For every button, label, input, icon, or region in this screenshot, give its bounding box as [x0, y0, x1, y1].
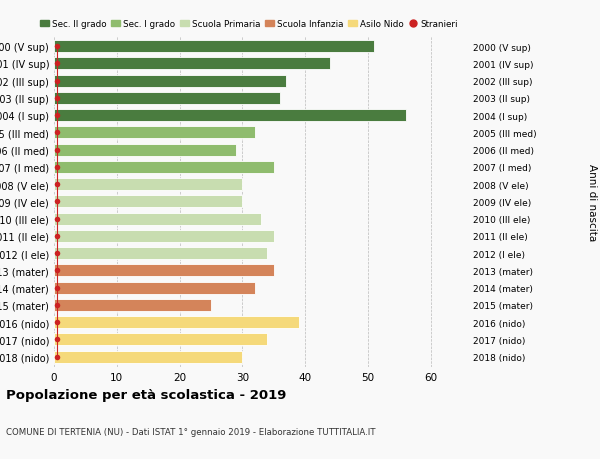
Point: [52, 353, 62, 361]
Bar: [54, 265, 274, 277]
Point: [52, 95, 62, 102]
Bar: [54, 213, 261, 225]
Text: COMUNE DI TERTENIA (NU) - Dati ISTAT 1° gennaio 2019 - Elaborazione TUTTITALIA.I: COMUNE DI TERTENIA (NU) - Dati ISTAT 1° …: [6, 427, 376, 436]
Point: [52, 112, 62, 120]
Bar: [54, 179, 242, 191]
Point: [52, 181, 62, 188]
Bar: [54, 230, 274, 242]
Point: [52, 302, 62, 309]
Point: [52, 336, 62, 343]
Bar: [54, 196, 242, 208]
Bar: [54, 282, 255, 294]
Bar: [54, 58, 330, 70]
Point: [52, 44, 62, 51]
Bar: [54, 334, 268, 346]
Bar: [54, 75, 286, 88]
Bar: [54, 162, 274, 174]
Point: [52, 164, 62, 171]
Point: [52, 129, 62, 137]
Bar: [54, 299, 211, 311]
Point: [52, 267, 62, 274]
Point: [52, 319, 62, 326]
Point: [52, 284, 62, 292]
Bar: [54, 144, 236, 157]
Point: [52, 233, 62, 240]
Bar: [54, 247, 268, 260]
Bar: [54, 110, 406, 122]
Bar: [54, 316, 299, 329]
Bar: [54, 41, 374, 53]
Bar: [54, 351, 242, 363]
Point: [52, 61, 62, 68]
Text: Anni di nascita: Anni di nascita: [587, 163, 597, 241]
Point: [52, 215, 62, 223]
Legend: Sec. II grado, Sec. I grado, Scuola Primaria, Scuola Infanzia, Asilo Nido, Stran: Sec. II grado, Sec. I grado, Scuola Prim…: [40, 20, 458, 29]
Point: [52, 147, 62, 154]
Point: [52, 250, 62, 257]
Point: [52, 198, 62, 206]
Text: Popolazione per età scolastica - 2019: Popolazione per età scolastica - 2019: [6, 388, 286, 401]
Bar: [54, 93, 280, 105]
Bar: [54, 127, 255, 139]
Point: [52, 78, 62, 85]
